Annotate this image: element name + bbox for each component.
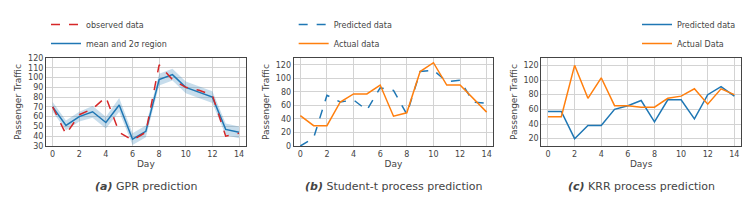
svg-text:Passenger Traffic: Passenger Traffic: [13, 64, 23, 140]
svg-text:Day: Day: [385, 159, 403, 169]
svg-text:0: 0: [50, 150, 55, 159]
svg-text:120: 120: [276, 61, 291, 70]
svg-text:90: 90: [33, 83, 43, 92]
svg-text:60: 60: [281, 101, 291, 110]
svg-text:mean and 2σ region: mean and 2σ region: [86, 40, 167, 49]
svg-text:110: 110: [28, 64, 43, 73]
svg-text:4: 4: [103, 150, 108, 159]
svg-text:Actual Data: Actual Data: [677, 40, 724, 49]
svg-text:6: 6: [130, 150, 135, 159]
svg-text:Predicted data: Predicted data: [334, 21, 392, 30]
svg-text:8: 8: [652, 150, 657, 159]
svg-text:10: 10: [676, 150, 686, 159]
svg-text:Days: Days: [630, 159, 653, 169]
svg-text:60: 60: [529, 105, 539, 114]
svg-text:12: 12: [703, 150, 713, 159]
svg-text:70: 70: [33, 103, 43, 112]
svg-text:10: 10: [181, 150, 191, 159]
svg-text:8: 8: [404, 150, 409, 159]
svg-text:14: 14: [234, 150, 244, 159]
svg-text:0: 0: [545, 150, 550, 159]
svg-text:(a) GPR prediction: (a) GPR prediction: [95, 180, 197, 193]
svg-text:40: 40: [529, 120, 539, 129]
svg-text:14: 14: [482, 150, 492, 159]
svg-text:(b) Student-t process predicti: (b) Student-t process prediction: [305, 180, 482, 193]
svg-text:Passenger Traffic: Passenger Traffic: [261, 64, 271, 140]
svg-text:80: 80: [529, 90, 539, 99]
svg-text:10: 10: [428, 150, 438, 159]
svg-text:20: 20: [529, 134, 539, 143]
svg-text:(c) KRR process prediction: (c) KRR process prediction: [568, 180, 715, 193]
svg-text:60: 60: [33, 112, 43, 121]
svg-text:80: 80: [33, 93, 43, 102]
svg-text:30: 30: [33, 142, 43, 151]
svg-text:100: 100: [28, 73, 43, 82]
svg-text:100: 100: [276, 74, 291, 83]
svg-text:2: 2: [572, 150, 577, 159]
svg-text:12: 12: [455, 150, 465, 159]
svg-text:120: 120: [523, 61, 538, 70]
svg-text:Day: Day: [137, 159, 155, 169]
svg-text:100: 100: [523, 76, 538, 85]
svg-text:0: 0: [286, 142, 291, 151]
svg-text:80: 80: [281, 88, 291, 97]
svg-text:4: 4: [351, 150, 356, 159]
svg-text:20: 20: [281, 128, 291, 137]
svg-text:Actual data: Actual data: [334, 40, 380, 49]
svg-text:Predicted data: Predicted data: [677, 21, 735, 30]
svg-text:40: 40: [33, 132, 43, 141]
svg-text:Passenger Traffic: Passenger Traffic: [509, 64, 519, 140]
svg-text:2: 2: [77, 150, 82, 159]
svg-text:4: 4: [599, 150, 604, 159]
svg-text:120: 120: [28, 54, 43, 63]
svg-text:8: 8: [157, 150, 162, 159]
svg-text:50: 50: [33, 122, 43, 131]
svg-text:2: 2: [324, 150, 329, 159]
svg-text:6: 6: [378, 150, 383, 159]
svg-text:0: 0: [298, 150, 303, 159]
svg-text:observed data: observed data: [86, 21, 144, 30]
svg-text:6: 6: [625, 150, 630, 159]
svg-text:40: 40: [281, 115, 291, 124]
svg-text:14: 14: [729, 150, 739, 159]
svg-text:12: 12: [207, 150, 217, 159]
